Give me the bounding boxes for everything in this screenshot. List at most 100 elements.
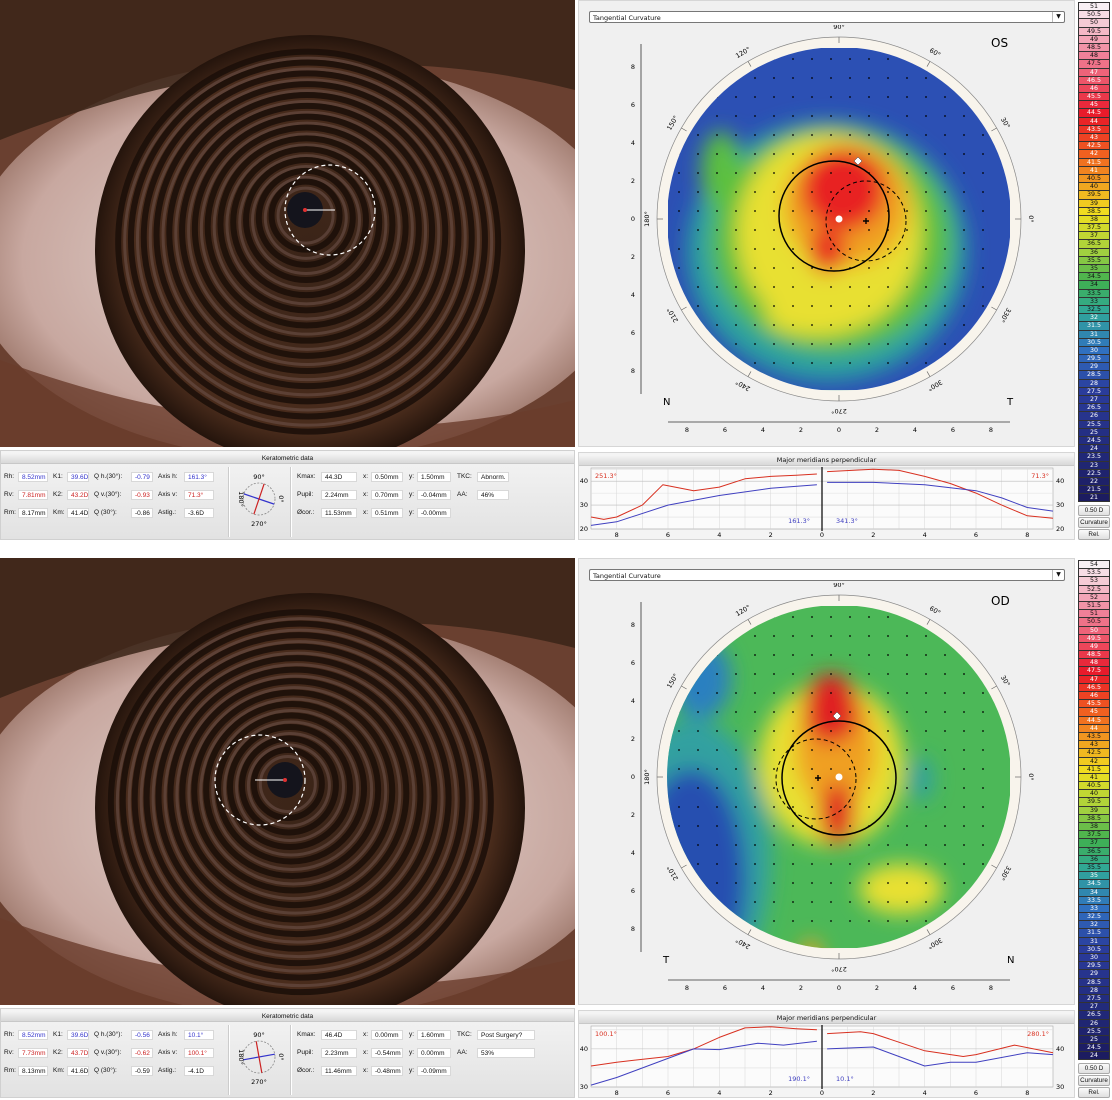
- scale-step-button[interactable]: 0.50 D: [1078, 505, 1110, 516]
- scale-step: 38: [1078, 215, 1110, 225]
- scale-step: 48.5: [1078, 43, 1110, 53]
- measurement-dots: [678, 616, 984, 922]
- axis-compass: 90° 270° 180° 0°: [237, 1031, 285, 1086]
- scale-step: 29.5: [1078, 355, 1110, 364]
- scale-step: 27.5: [1078, 387, 1110, 396]
- angle-label: 0°: [1027, 773, 1035, 780]
- meridian-label-right-blue: 341.3°: [836, 517, 858, 525]
- scale-step: 24: [1078, 445, 1110, 454]
- x-tick-label: 4: [923, 531, 927, 539]
- curvature-map: 0° 30° 60° 90° 120° 150° 180° 210° 240° 270° 300° 3…: [631, 25, 1035, 434]
- angle-label: 240°: [734, 936, 752, 951]
- pupil-circle: [825, 180, 907, 262]
- pupil-center-marker: [863, 218, 869, 224]
- scale-step: 31: [1078, 937, 1110, 946]
- map-type-dropdown[interactable]: Tangential Curvature ▼: [589, 11, 1065, 23]
- relative-scale-button[interactable]: Rel.: [1078, 529, 1110, 540]
- field-label: y:: [409, 491, 415, 498]
- angle-label: 60°: [928, 46, 942, 59]
- scale-step: 40.5: [1078, 174, 1110, 184]
- compass-label-top: 90°: [253, 1031, 265, 1039]
- divider: [290, 467, 292, 537]
- kmax-marker: [832, 711, 842, 721]
- scale-step: 25.5: [1078, 1027, 1110, 1036]
- curvature-map: 0° 30° 60° 90° 120° 150° 180° 210° 240° 270° 300° 3…: [631, 583, 1035, 992]
- y-tick-label: 0: [631, 773, 635, 781]
- field-value: 161.3°: [184, 472, 214, 482]
- scale-step: 34.5: [1078, 273, 1110, 282]
- map-type-dropdown[interactable]: Tangential Curvature ▼: [589, 569, 1065, 581]
- field-label: K1:: [53, 1031, 63, 1038]
- scale-step: 46: [1078, 692, 1110, 701]
- y-tick-label: 4: [631, 291, 635, 299]
- field-value: 10.1°: [184, 1030, 214, 1040]
- divider: [228, 467, 230, 537]
- scale-step: 40.5: [1078, 782, 1110, 791]
- x-tick-label: 2: [799, 426, 803, 434]
- y-tick-label-left: 20: [580, 525, 588, 533]
- angle-label: 30°: [999, 116, 1012, 130]
- scale-step-button[interactable]: 0.50 D: [1078, 1063, 1110, 1074]
- angle-label: 0°: [1027, 215, 1035, 222]
- scale-step: 34.5: [1078, 880, 1110, 889]
- scale-step: 46.5: [1078, 683, 1110, 692]
- x-tick-label: 4: [717, 1089, 721, 1097]
- scale-step: 30: [1078, 346, 1110, 356]
- scale-step: 47: [1078, 675, 1110, 684]
- curve-left-blue: [590, 484, 817, 526]
- scale-step: 32.5: [1078, 913, 1110, 922]
- curvature-mode-button[interactable]: Curvature: [1078, 517, 1110, 528]
- scale-step: 45.5: [1078, 93, 1110, 102]
- scale-step: 35: [1078, 265, 1110, 274]
- field-value: 43.2D: [67, 490, 89, 500]
- field-value: -0.86: [131, 508, 153, 518]
- scale-step: 37: [1078, 232, 1110, 241]
- y-tick-label: 2: [631, 177, 635, 185]
- scale-step: 39.5: [1078, 191, 1110, 200]
- field-label: Kmax:: [297, 473, 316, 480]
- scale-step: 23: [1078, 461, 1110, 470]
- angle-label: 90°: [833, 583, 845, 589]
- scale-step: 53.5: [1078, 569, 1110, 578]
- field-label: x:: [363, 509, 369, 516]
- y-tick-label: 6: [631, 659, 635, 667]
- scale-step: 42.5: [1078, 142, 1110, 151]
- scale-step: 30.5: [1078, 945, 1110, 954]
- field-value: -0.59: [131, 1066, 153, 1076]
- corneal-vertex-marker: [303, 208, 307, 212]
- scale-step: 50.5: [1078, 11, 1110, 20]
- field-value: 41.6D: [67, 1066, 89, 1076]
- panel-title: Major meridians perpendicular: [579, 456, 1074, 466]
- y-tick-label: 4: [631, 697, 635, 705]
- corner-label-right: N: [1007, 955, 1014, 966]
- curvature-region: [766, 296, 866, 336]
- x-tick-label: 6: [723, 984, 727, 992]
- field-label: TKC:: [457, 1031, 472, 1038]
- field-value: 8.52mm: [18, 1030, 48, 1040]
- placido-rings: [107, 609, 494, 996]
- scale-step: 45.5: [1078, 700, 1110, 709]
- relative-scale-button[interactable]: Rel.: [1078, 1087, 1110, 1098]
- curvature-mode-button[interactable]: Curvature: [1078, 1075, 1110, 1086]
- field-value: 8.17mm: [18, 508, 48, 518]
- scale-step: 41.5: [1078, 158, 1110, 167]
- scale-step: 32: [1078, 921, 1110, 930]
- y-tick-label-right: 40: [1056, 477, 1064, 485]
- scale-step: 41: [1078, 773, 1110, 783]
- field-value: -0.48mm: [371, 1066, 403, 1076]
- scale-step: 35.5: [1078, 863, 1110, 873]
- compass-label-right: 0°: [277, 1053, 285, 1060]
- x-tick-label: 2: [769, 1089, 773, 1097]
- field-label: Axis h:: [158, 1031, 178, 1038]
- curvature-region: [801, 147, 885, 231]
- vertex-marker: [835, 773, 843, 781]
- divider: [228, 1025, 230, 1095]
- angle-label: 210°: [665, 306, 680, 324]
- scale-step: 49.5: [1078, 634, 1110, 643]
- scale-step: 47: [1078, 68, 1110, 77]
- scale-step: 27: [1078, 1003, 1110, 1012]
- field-label: y:: [409, 1031, 415, 1038]
- scale-step: 42: [1078, 757, 1110, 766]
- scale-step: 26.5: [1078, 404, 1110, 413]
- os-exam-section: Keratometric data Rh: 8.52mm K1: 39.6D Q h.(3…: [0, 0, 1112, 542]
